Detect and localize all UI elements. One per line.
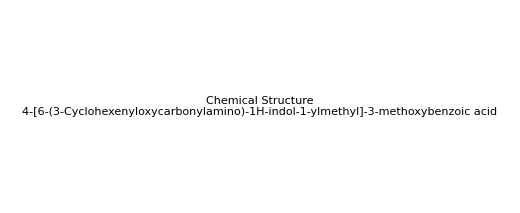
Text: Chemical Structure
4-[6-(3-Cyclohexenyloxycarbonylamino)-1H-indol-1-ylmethyl]-3-: Chemical Structure 4-[6-(3-Cyclohexenylo… bbox=[22, 96, 498, 117]
